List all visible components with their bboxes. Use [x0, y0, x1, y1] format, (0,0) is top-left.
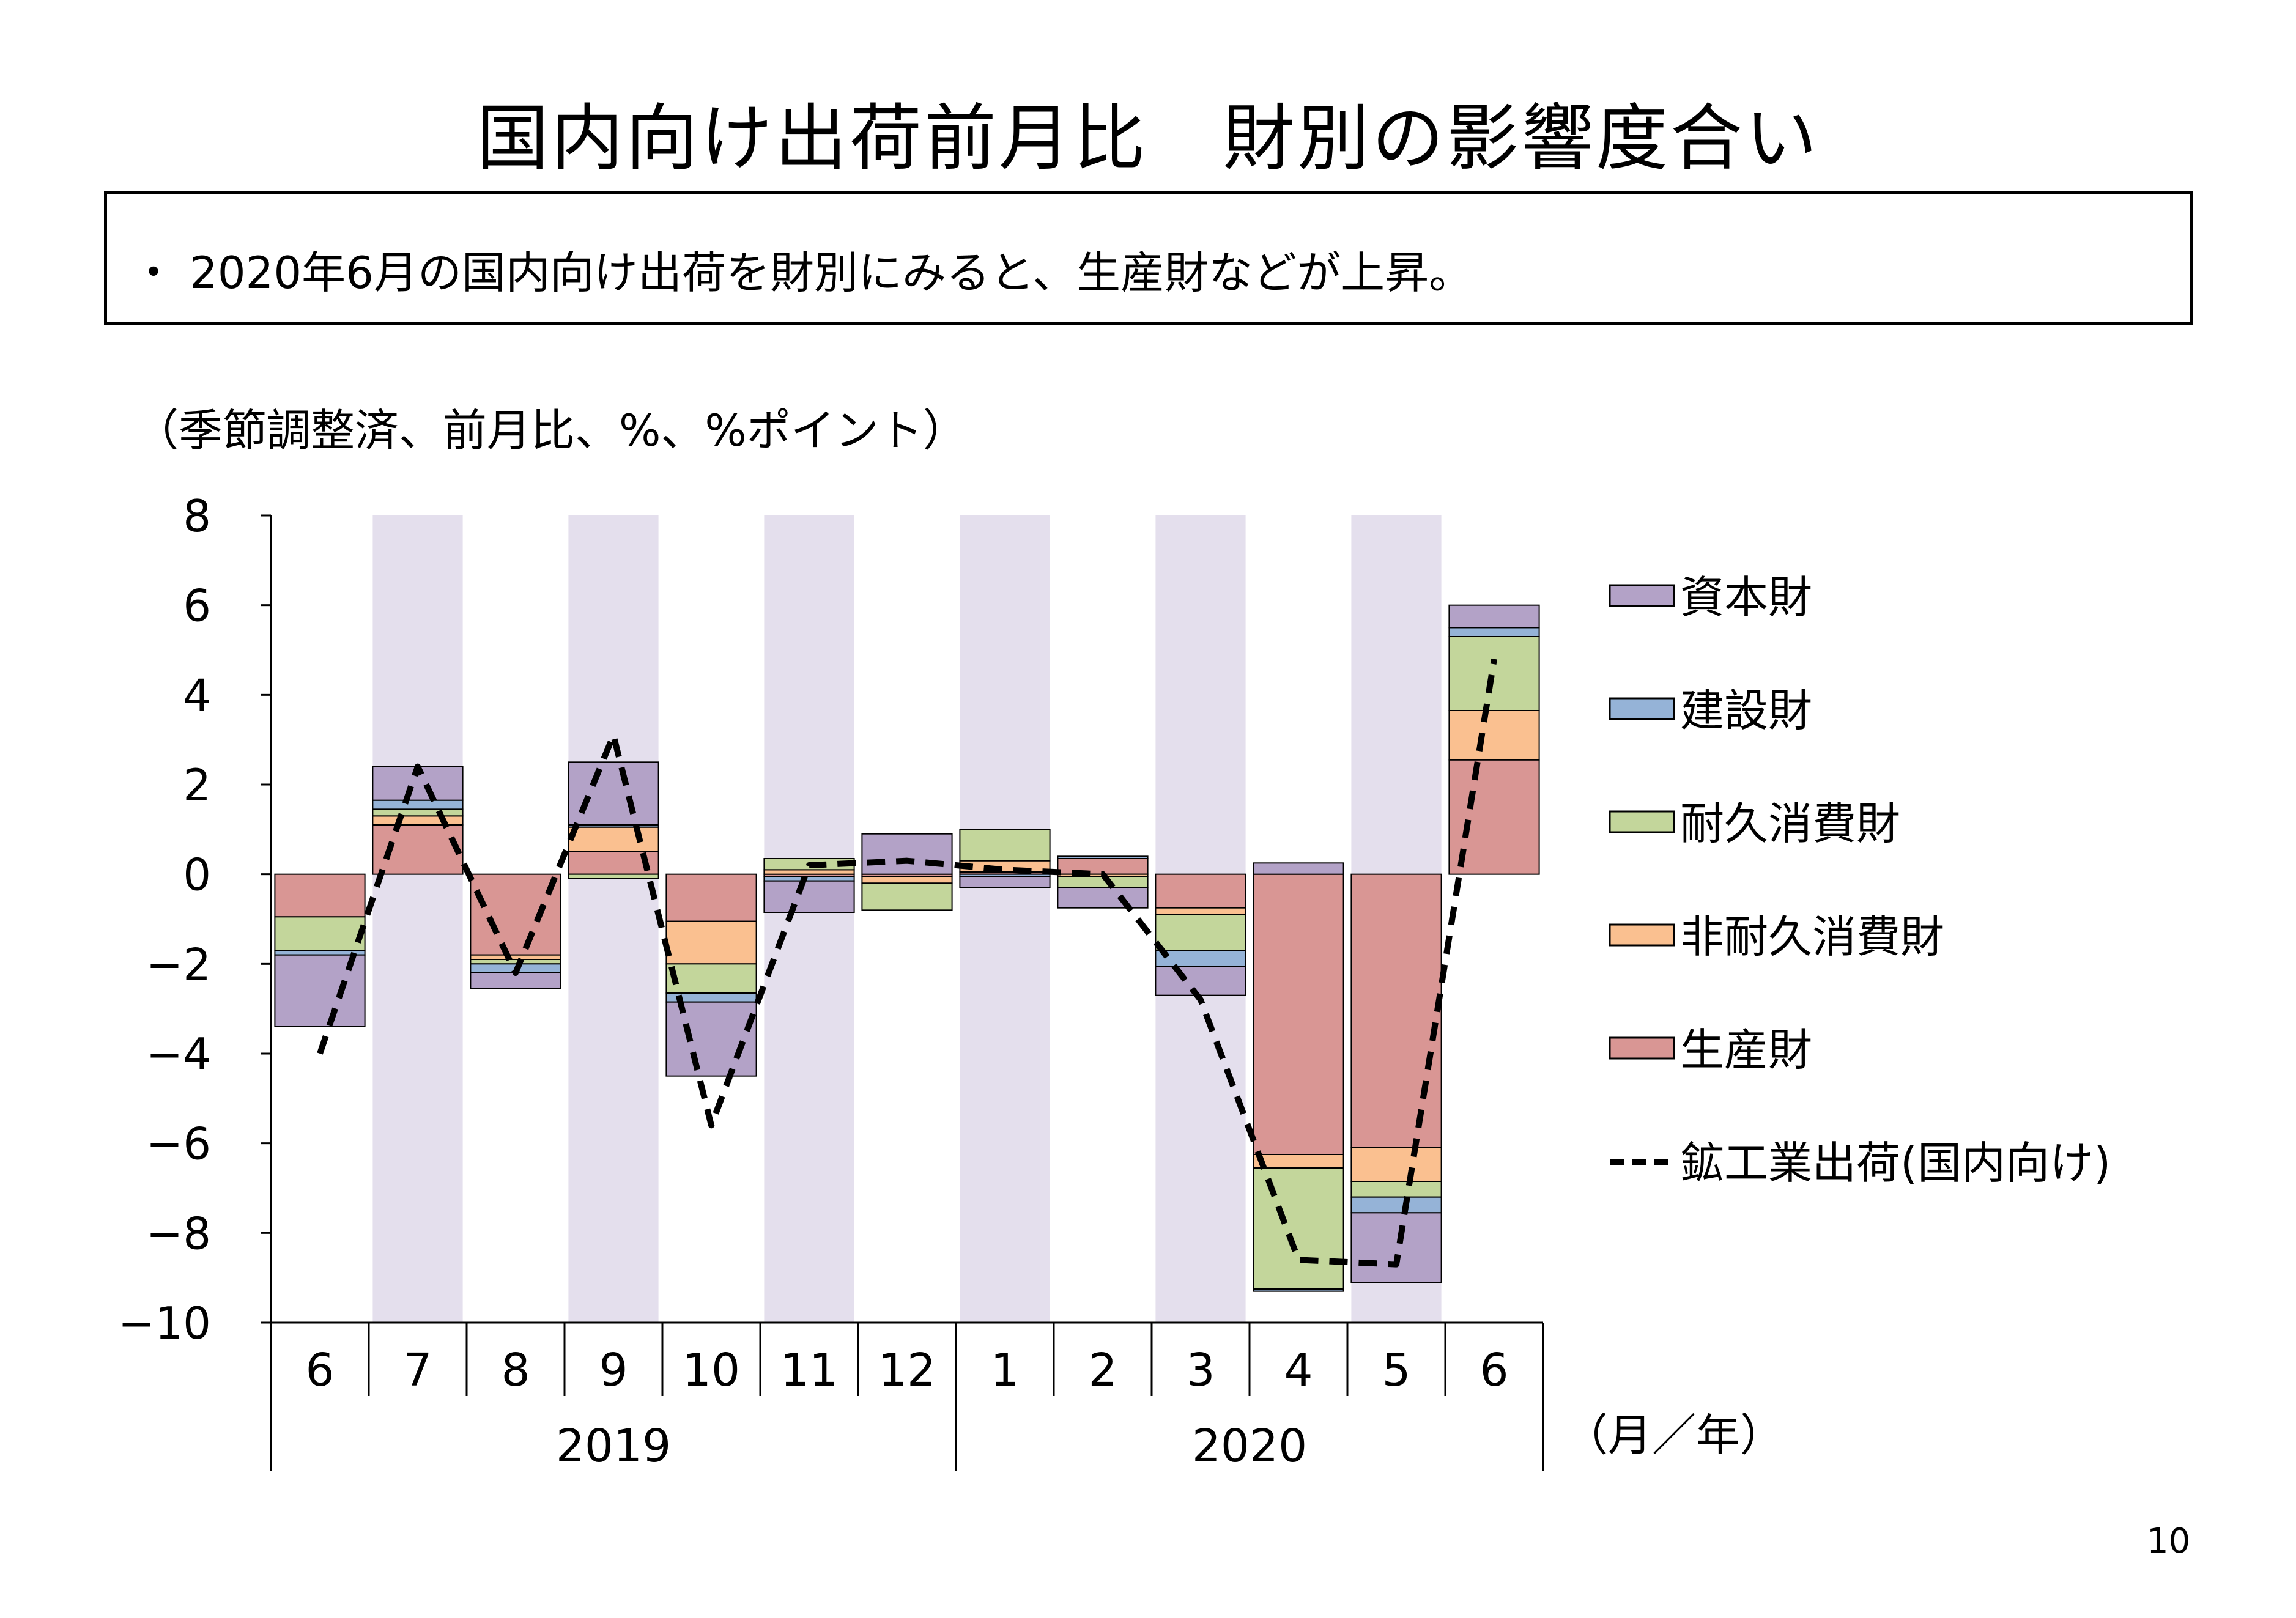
summary-sentence: 2020年6月の国内向け出荷を財別にみると、生産財などが上昇。: [189, 247, 1473, 298]
summary-text: ・ 2020年6月の国内向け出荷を財別にみると、生産財などが上昇。: [131, 237, 1473, 301]
summary-bullet: ・: [131, 247, 176, 298]
x-tick-label: 11: [780, 1344, 838, 1397]
x-tick-label: 12: [878, 1344, 936, 1397]
shade-band: [960, 515, 1050, 1323]
bar-segment-2: [1253, 1167, 1344, 1290]
bar-segment-3: [1057, 855, 1149, 860]
legend-swatch: [1609, 584, 1675, 607]
bar-segment-4: [1350, 1212, 1442, 1284]
y-tick-label: −2: [146, 939, 211, 990]
x-tick-label: 1: [990, 1344, 1019, 1397]
legend-label: 資本財: [1680, 572, 1812, 623]
bar-segment-1: [470, 954, 561, 960]
legend-swatch: [1609, 923, 1675, 947]
bar-segment-3: [1448, 627, 1540, 638]
x-tick-label: 9: [599, 1344, 628, 1397]
bar-segment-3: [1155, 950, 1246, 967]
x-tick-label: 3: [1186, 1344, 1215, 1397]
bar-segment-4: [1253, 862, 1344, 875]
bar-segment-1: [1448, 710, 1540, 761]
bar-segment-0: [665, 873, 757, 922]
x-tick-label: 7: [403, 1344, 432, 1397]
bar-segment-4: [1448, 604, 1540, 629]
x-tick-label: 6: [305, 1344, 334, 1397]
line-series: [317, 658, 1497, 1268]
bar-segment-4: [763, 880, 855, 913]
bar-segment-4: [1057, 887, 1149, 909]
legend-label: 非耐久消費財: [1680, 911, 1944, 962]
legend-label: 生産財: [1680, 1024, 1812, 1076]
year-label: 2020: [1192, 1420, 1307, 1472]
shade-band: [568, 515, 659, 1323]
legend-label: 鉱工業出荷(国内向け): [1680, 1137, 2111, 1189]
bar-segment-2: [1155, 914, 1246, 951]
y-tick-label: 4: [183, 670, 211, 721]
bar-segment-1: [959, 860, 1051, 873]
bar-segment-4: [861, 833, 953, 875]
bar-segment-4: [959, 876, 1051, 888]
bar-segment-3: [1350, 1196, 1442, 1214]
bar-segment-0: [274, 873, 366, 918]
y-tick-label: 2: [183, 759, 211, 811]
bar-segment-4: [568, 761, 659, 826]
bar-segment-1: [665, 920, 757, 965]
shade-band: [372, 515, 463, 1323]
bar-segment-2: [861, 882, 953, 911]
bar-segment-2: [470, 959, 561, 965]
y-tick-label: 6: [183, 580, 211, 632]
unit-note: （季節調整済、前月比、%、%ポイント）: [135, 405, 967, 456]
legend-label: 耐久消費財: [1680, 798, 1900, 849]
x-tick-label: 8: [501, 1344, 530, 1397]
y-tick-label: −6: [146, 1118, 211, 1170]
bar-segment-2: [959, 829, 1051, 862]
bar-segment-1: [372, 815, 464, 826]
bar-segment-0: [1253, 873, 1344, 1155]
y-tick-label: −10: [118, 1298, 211, 1349]
bar-segment-2: [274, 916, 366, 951]
bar-segment-4: [1155, 966, 1246, 996]
y-tick-label: −8: [146, 1208, 211, 1259]
bar-segment-2: [1448, 636, 1540, 711]
legend-swatch: [1609, 810, 1675, 833]
x-tick-label: 5: [1382, 1344, 1410, 1397]
bar-segment-2: [372, 808, 464, 817]
x-tick-label: 6: [1479, 1344, 1508, 1397]
x-tick-label: 10: [683, 1344, 740, 1397]
legend-swatch: [1609, 697, 1675, 720]
legend-label: 建設財: [1680, 685, 1812, 736]
bar-segment-0: [1155, 873, 1246, 909]
bar-segment-3: [1253, 1288, 1344, 1292]
bar-segment-2: [568, 873, 659, 879]
year-label: 2019: [556, 1420, 671, 1472]
bar-segment-1: [861, 876, 953, 884]
x-tick-label: 2: [1088, 1344, 1117, 1397]
bar-segment-1: [1253, 1154, 1344, 1169]
page-number: 10: [2147, 1521, 2191, 1561]
bar-segment-2: [1350, 1181, 1442, 1198]
x-unit-label: （月／年）: [1564, 1409, 1784, 1461]
page-title: 国内向け出荷前月比 財別の影響度合い: [476, 96, 1820, 180]
legend-swatch: [1609, 1036, 1675, 1060]
x-tick-label: 4: [1284, 1344, 1313, 1397]
bar-segment-0: [470, 873, 561, 956]
bar-segment-1: [763, 869, 855, 875]
y-tick-label: −4: [146, 1029, 211, 1080]
y-tick-label: 0: [183, 849, 211, 901]
y-tick-label: 8: [183, 490, 211, 542]
bar-segment-1: [568, 826, 659, 852]
bar-segment-3: [372, 799, 464, 810]
bar-segment-1: [1350, 1147, 1442, 1182]
bar-segment-0: [1350, 873, 1442, 1148]
summary-box: ・ 2020年6月の国内向け出荷を財別にみると、生産財などが上昇。: [104, 191, 2193, 325]
shade-band: [764, 515, 854, 1323]
bar-segment-3: [763, 876, 855, 882]
bar-segment-2: [665, 963, 757, 994]
bar-segment-1: [1155, 907, 1246, 915]
bar-segment-4: [665, 1001, 757, 1077]
